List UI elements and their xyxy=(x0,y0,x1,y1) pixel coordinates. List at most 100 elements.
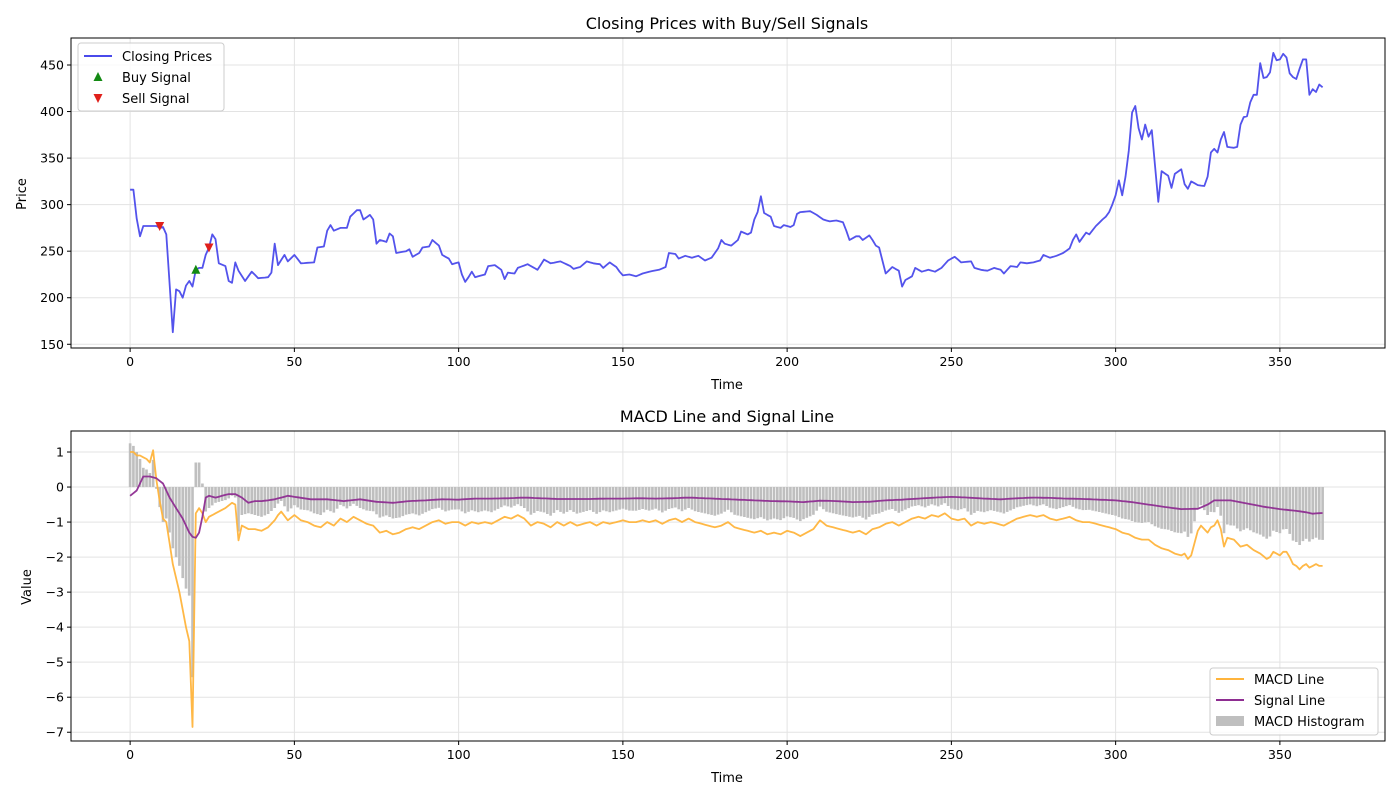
y-tick-label: 400 xyxy=(40,104,64,119)
sell-signal-marker xyxy=(204,243,214,253)
macd-histogram-bar xyxy=(756,487,759,519)
macd-histogram-bar xyxy=(1157,487,1160,528)
macd-histogram-bar xyxy=(1298,487,1301,545)
macd-histogram-bar xyxy=(454,487,457,510)
macd-histogram-bar xyxy=(348,487,352,507)
price-chart: Closing Prices with Buy/Sell Signals 0 50… xyxy=(15,14,1386,393)
macd-histogram-bar xyxy=(463,487,467,514)
macd-histogram-bar xyxy=(1219,487,1223,516)
y-tick-label: 0 xyxy=(56,480,64,495)
macd-histogram-bar xyxy=(516,487,520,505)
macd-histogram-bar xyxy=(194,462,198,487)
macd-histogram-bar xyxy=(375,487,378,515)
macd-histogram-bar xyxy=(693,487,697,512)
macd-histogram-bar xyxy=(917,487,920,506)
macd-histogram-bar xyxy=(1193,487,1196,522)
macd-histogram-bar xyxy=(549,487,552,516)
macd-histogram-bar xyxy=(539,487,543,512)
macd-histogram-bar xyxy=(1249,487,1252,531)
macd-histogram-bar xyxy=(950,487,953,509)
macd-histogram-bar xyxy=(973,487,976,513)
y-tick-label: 300 xyxy=(40,197,64,212)
macd-histogram-bar xyxy=(907,487,911,509)
macd-histogram-bar xyxy=(969,487,973,515)
macd-histogram-bar xyxy=(1015,487,1019,508)
macd-histogram-bar xyxy=(1252,487,1255,533)
macd-histogram-bar xyxy=(1127,487,1131,520)
macd-histogram-bar xyxy=(316,487,319,515)
macd-histogram-bar xyxy=(956,487,960,511)
macd-histogram-bar xyxy=(434,487,437,509)
macd-histogram-bar xyxy=(1203,487,1206,511)
macd-histogram-bar xyxy=(1258,487,1262,535)
macd-histogram-bar xyxy=(506,487,510,507)
macd-histogram-bar xyxy=(490,487,493,513)
macd-histogram-bar xyxy=(881,487,884,512)
y-tick-label: −1 xyxy=(46,515,64,530)
macd-histogram-bar xyxy=(1239,487,1242,532)
macd-histogram-bar xyxy=(772,487,776,519)
y-tick-label: −5 xyxy=(46,655,64,670)
macd-histogram-bar xyxy=(746,487,750,518)
x-tick-label: 100 xyxy=(447,354,471,369)
macd-histogram-bar xyxy=(132,445,135,488)
macd-histogram-bar xyxy=(513,487,516,506)
macd-histogram-bar xyxy=(799,487,802,522)
macd-histogram-bar xyxy=(766,487,769,521)
macd-x-axis-label: Time xyxy=(710,771,743,786)
x-tick-label: 300 xyxy=(1104,354,1128,369)
macd-histogram-bar xyxy=(1314,487,1318,538)
macd-histogram-bar xyxy=(776,487,779,520)
macd-histogram-bar xyxy=(1173,487,1177,533)
macd-histogram-bar xyxy=(1281,487,1285,530)
y-tick-label: 350 xyxy=(40,151,64,166)
macd-histogram-bar xyxy=(710,487,713,515)
macd-histogram-bar xyxy=(450,487,454,510)
macd-histogram-bar xyxy=(661,487,664,513)
macd-histogram-bar xyxy=(1295,487,1298,542)
macd-histogram-bar xyxy=(562,487,566,514)
macd-histogram-bar xyxy=(930,487,934,505)
macd-histogram-bar xyxy=(181,487,185,579)
macd-histogram-bar xyxy=(1262,487,1265,537)
macd-histogram-bar xyxy=(276,487,280,504)
macd-histogram-bar xyxy=(532,487,536,513)
macd-histogram-bar xyxy=(148,473,152,487)
macd-histogram-bar xyxy=(335,487,339,509)
legend-macd-line-label: MACD Line xyxy=(1254,673,1324,688)
legend-buy-signal-label: Buy Signal xyxy=(122,71,191,86)
macd-histogram-bar xyxy=(1117,487,1121,518)
sell-signal-marker xyxy=(155,222,165,232)
buy-signal-marker xyxy=(191,264,201,274)
macd-histogram-bar xyxy=(529,487,533,515)
macd-histogram-bar xyxy=(1032,487,1035,506)
macd-histogram-bar xyxy=(1176,487,1180,533)
macd-histogram-bar xyxy=(884,487,888,511)
y-tick-label: −3 xyxy=(46,585,64,600)
x-tick-label: 100 xyxy=(447,747,471,762)
macd-histogram-bar xyxy=(542,487,546,513)
x-tick-label: 50 xyxy=(286,747,302,762)
macd-histogram-bar xyxy=(1268,487,1272,537)
macd-histogram-bar xyxy=(1265,487,1269,539)
macd-histogram-bar xyxy=(795,487,799,520)
macd-histogram-bar xyxy=(437,487,441,508)
macd-histogram-bar xyxy=(700,487,704,513)
macd-histogram-bar xyxy=(1242,487,1246,530)
macd-histogram-bar xyxy=(519,487,523,507)
macd-histogram-bar xyxy=(325,487,329,510)
price-legend: Closing Prices Buy Signal Sell Signal xyxy=(77,42,225,112)
macd-histogram-bar xyxy=(1068,487,1071,506)
price-plot-area: 0 50 100 150 200 250 300 350 150 200 250 300 350 400 4… xyxy=(40,37,1386,369)
x-tick-label: 200 xyxy=(775,354,799,369)
macd-plot-area: 0 50 100 150 200 250 300 350 1 0 −1 −2 −3 −4 −5 −6 −7 xyxy=(46,430,1386,762)
macd-histogram-bar xyxy=(503,487,506,506)
macd-histogram-bar xyxy=(319,487,322,515)
macd-histogram-bar xyxy=(1061,487,1065,508)
price-legend-box xyxy=(77,42,225,112)
macd-histogram-bar xyxy=(943,487,947,504)
macd-legend-box xyxy=(1209,667,1379,736)
macd-histogram-bar xyxy=(250,487,254,515)
macd-histogram-bar xyxy=(1199,487,1203,506)
x-tick-label: 250 xyxy=(939,354,963,369)
